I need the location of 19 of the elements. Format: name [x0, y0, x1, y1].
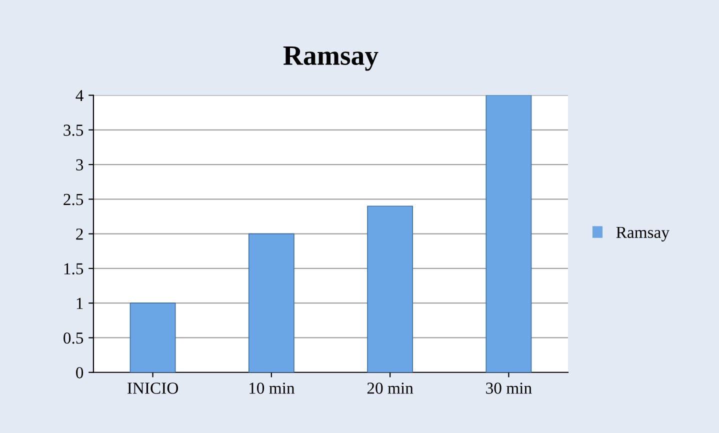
x-tick-label: 20 min: [367, 382, 414, 394]
y-tick-label: 0: [76, 367, 84, 378]
y-tick-label: 2: [76, 228, 83, 240]
y-tick-label: 2.5: [64, 194, 84, 206]
y-tick-label: 3.5: [64, 124, 84, 136]
chart-title: Ramsay: [283, 46, 378, 71]
legend-label: Ramsay: [616, 226, 670, 242]
bar: [486, 95, 532, 372]
x-tick-label: 10 min: [250, 382, 295, 394]
y-tick-label: 1.5: [64, 263, 84, 274]
bar: [248, 233, 294, 372]
bar: [130, 302, 176, 372]
y-tick-label: 3: [76, 159, 84, 170]
y-tick-label: 4: [76, 90, 84, 102]
y-tick-label: 0.5: [64, 332, 84, 344]
y-tick-label: 1: [76, 298, 83, 309]
x-tick-label: 30 min: [486, 382, 532, 394]
x-tick-label: INICIO: [127, 382, 178, 394]
bar: [367, 206, 414, 372]
